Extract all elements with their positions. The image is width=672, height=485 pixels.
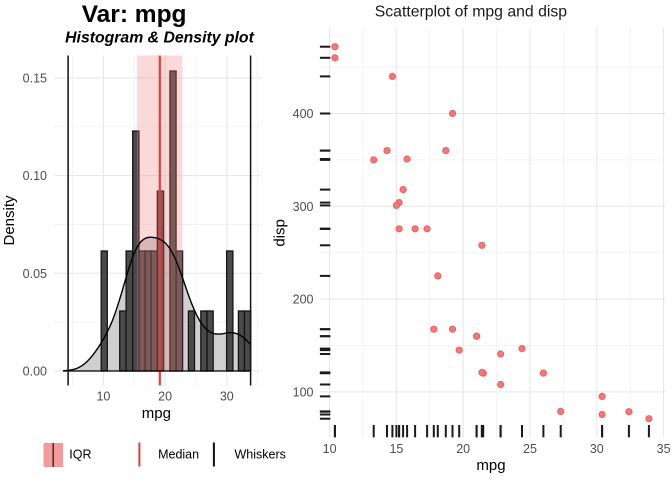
svg-text:Var: mpg: Var: mpg xyxy=(82,1,187,28)
svg-text:0.15: 0.15 xyxy=(23,71,47,85)
svg-text:35: 35 xyxy=(657,442,671,456)
svg-text:Median: Median xyxy=(158,448,199,462)
svg-text:0.10: 0.10 xyxy=(23,169,47,183)
svg-text:15: 15 xyxy=(389,442,403,456)
svg-text:20: 20 xyxy=(158,390,172,404)
svg-text:Whiskers: Whiskers xyxy=(235,448,286,462)
svg-text:400: 400 xyxy=(293,107,314,121)
svg-text:IQR: IQR xyxy=(69,448,91,462)
svg-text:0.05: 0.05 xyxy=(23,267,47,281)
svg-text:Histogram & Density plot: Histogram & Density plot xyxy=(65,30,254,47)
svg-text:25: 25 xyxy=(523,442,537,456)
svg-text:30: 30 xyxy=(590,442,604,456)
svg-text:Density: Density xyxy=(1,195,18,246)
svg-text:10: 10 xyxy=(96,390,110,404)
svg-text:30: 30 xyxy=(220,390,234,404)
svg-text:20: 20 xyxy=(456,442,470,456)
svg-text:mpg: mpg xyxy=(476,457,505,474)
svg-text:100: 100 xyxy=(293,385,314,399)
svg-text:Scatterplot of mpg and disp: Scatterplot of mpg and disp xyxy=(375,3,568,20)
svg-text:0.00: 0.00 xyxy=(23,365,47,379)
svg-text:mpg: mpg xyxy=(142,405,171,422)
svg-text:10: 10 xyxy=(323,442,337,456)
svg-text:disp: disp xyxy=(271,219,288,247)
svg-text:300: 300 xyxy=(293,200,314,214)
svg-text:200: 200 xyxy=(293,293,314,307)
